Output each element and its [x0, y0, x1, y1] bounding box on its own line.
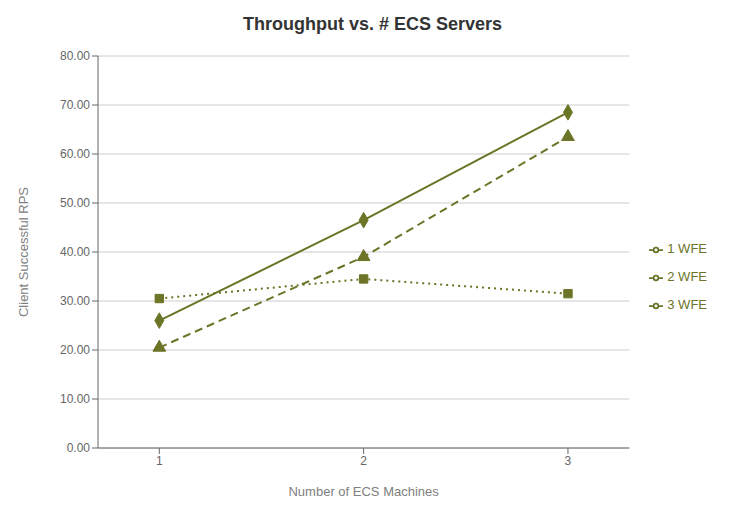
svg-text:1: 1: [156, 454, 163, 468]
html-text:Throughput vs. # ECS Servers: Throughput vs. # ECS Servers: [243, 14, 502, 34]
html-text:2 WFE: 2 WFE: [667, 269, 707, 284]
svg-text:3: 3: [565, 454, 572, 468]
svg-text:20.00: 20.00: [60, 343, 90, 357]
svg-text:30.00: 30.00: [60, 294, 90, 308]
html-text:3 WFE: 3 WFE: [667, 297, 707, 312]
svg-text:40.00: 40.00: [60, 245, 90, 259]
svg-text:0.00: 0.00: [67, 441, 91, 455]
svg-text:Number of ECS Machines: Number of ECS Machines: [288, 484, 439, 499]
svg-text:10.00: 10.00: [60, 392, 90, 406]
svg-text:Client Successful RPS: Client Successful RPS: [16, 187, 31, 317]
svg-text:70.00: 70.00: [60, 98, 90, 112]
svg-text:2: 2: [360, 454, 367, 468]
svg-text:50.00: 50.00: [60, 196, 90, 210]
svg-text:60.00: 60.00: [60, 147, 90, 161]
html-text:1 WFE: 1 WFE: [667, 241, 707, 256]
svg-text:80.00: 80.00: [60, 49, 90, 63]
